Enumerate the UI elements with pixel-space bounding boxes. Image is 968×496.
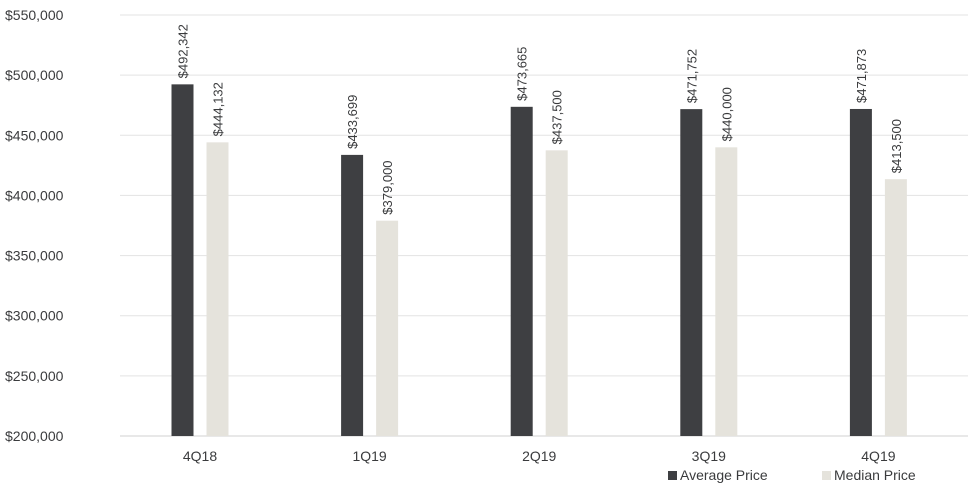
x-category-label: 2Q19 — [522, 448, 556, 464]
data-label: $433,699 — [345, 95, 360, 149]
data-label: $413,500 — [889, 119, 904, 173]
legend-label: Median Price — [834, 467, 916, 483]
bars — [171, 84, 907, 437]
x-axis-categories: 4Q18 1Q19 2Q19 3Q19 4Q19 — [183, 448, 896, 464]
data-label: $473,665 — [515, 47, 530, 101]
data-labels: $492,342 $444,132 $433,699 $379,000 $473,665… — [176, 24, 904, 215]
x-category-label: 3Q19 — [692, 448, 726, 464]
median-price-bar — [715, 147, 738, 437]
data-label: $379,000 — [380, 160, 395, 214]
legend-swatch — [668, 471, 677, 480]
data-label: $440,000 — [719, 87, 734, 141]
y-tick-label: $450,000 — [5, 127, 64, 143]
median-price-bar — [545, 150, 568, 437]
average-price-bar — [171, 84, 194, 436]
legend-label: Average Price — [680, 467, 768, 483]
legend: Average Price Median Price — [668, 467, 916, 483]
x-category-label: 1Q19 — [352, 448, 386, 464]
data-label: $471,873 — [854, 49, 869, 103]
y-tick-label: $500,000 — [5, 67, 64, 83]
y-tick-label: $200,000 — [5, 428, 64, 444]
average-price-bar — [849, 108, 872, 436]
median-price-bar — [376, 220, 399, 436]
gridlines — [120, 14, 968, 437]
y-tick-label: $550,000 — [5, 7, 64, 23]
y-tick-label: $350,000 — [5, 248, 64, 264]
y-tick-label: $250,000 — [5, 368, 64, 384]
legend-swatch — [822, 471, 831, 480]
x-category-label: 4Q18 — [183, 448, 217, 464]
x-category-label: 4Q19 — [861, 448, 895, 464]
y-tick-label: $400,000 — [5, 187, 64, 203]
data-label: $444,132 — [211, 82, 226, 136]
y-tick-label: $300,000 — [5, 308, 64, 324]
y-axis-ticks: $550,000 $500,000 $450,000 $400,000 $350,000… — [5, 7, 64, 444]
data-label: $471,752 — [684, 49, 699, 103]
average-price-bar — [680, 109, 703, 437]
data-label: $437,500 — [550, 90, 565, 144]
median-price-bar — [206, 142, 229, 436]
data-label: $492,342 — [176, 24, 191, 78]
median-price-bar — [884, 179, 907, 436]
average-price-bar — [510, 106, 533, 436]
average-price-bar — [341, 154, 364, 436]
